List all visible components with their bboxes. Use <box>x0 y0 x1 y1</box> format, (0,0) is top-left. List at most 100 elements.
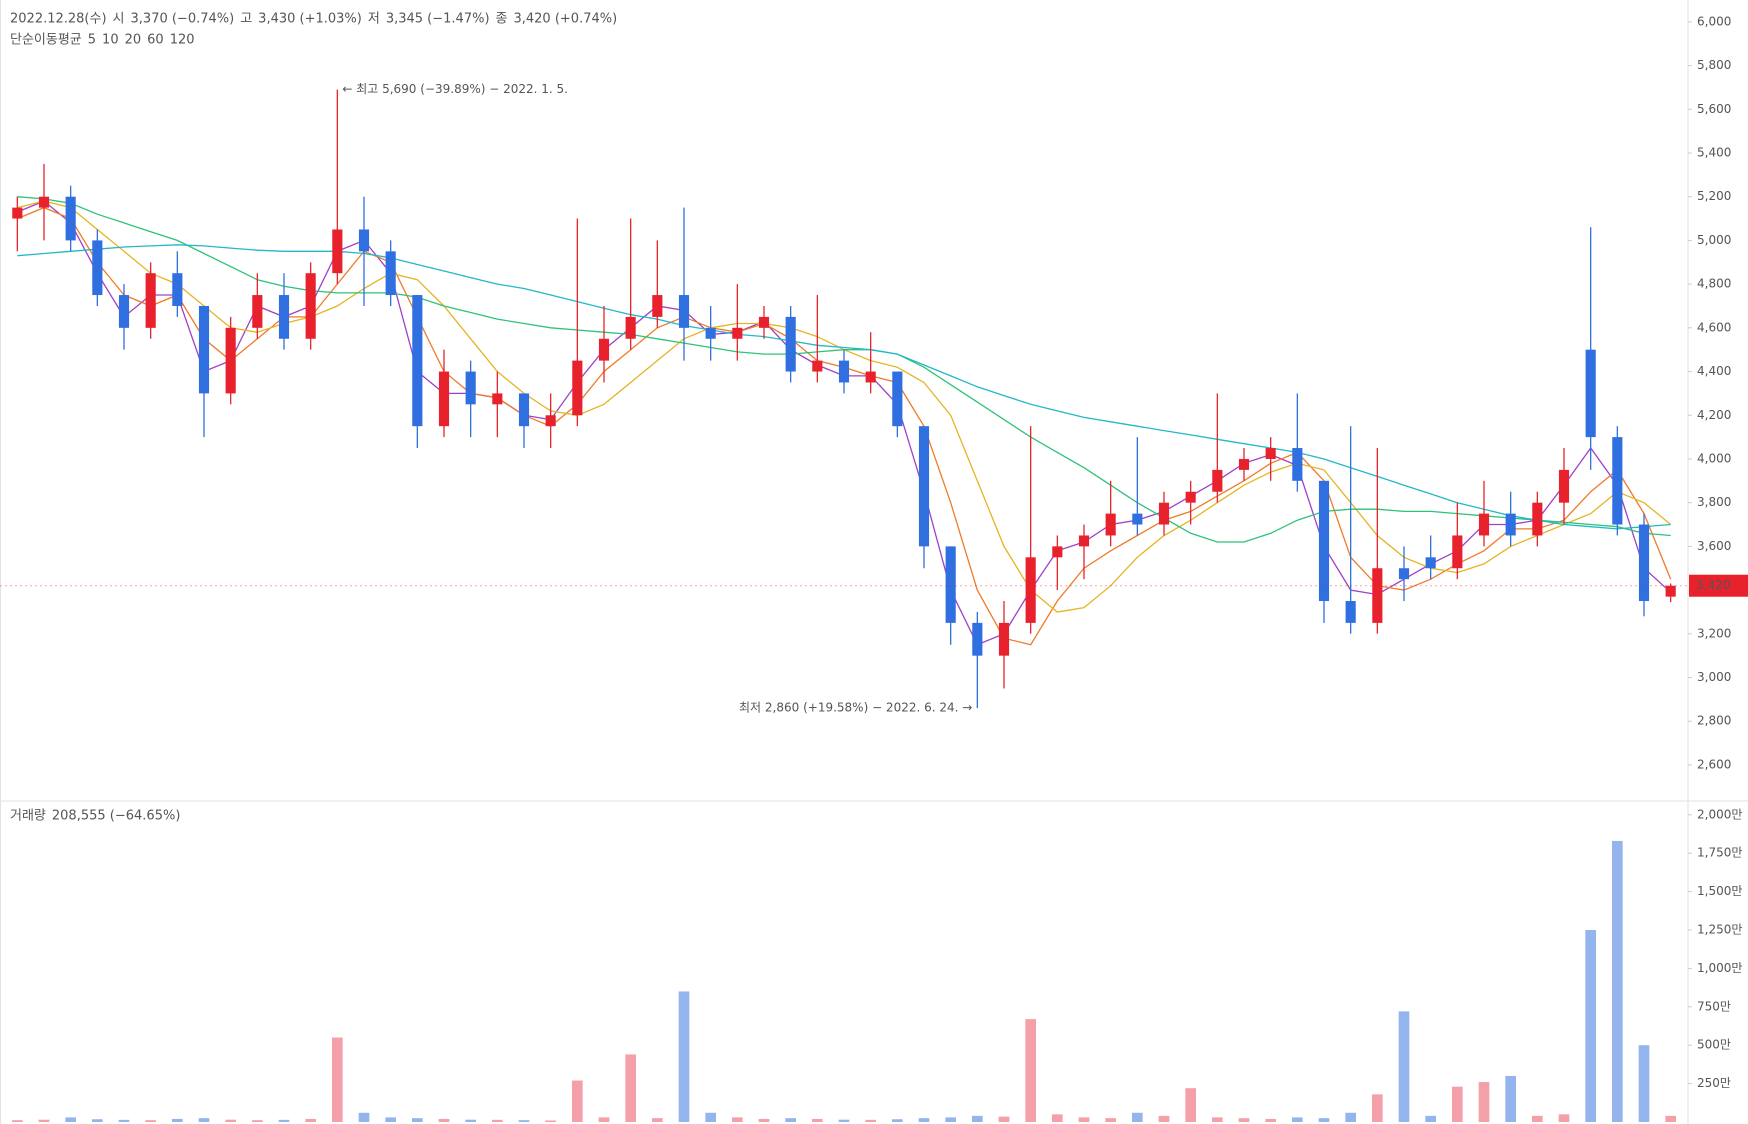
volume-tick-label: 750만 <box>1697 999 1731 1013</box>
candle-body <box>1158 502 1170 525</box>
volume-bar <box>1318 1118 1330 1122</box>
volume-tick-label: 1,500만 <box>1697 884 1742 898</box>
price-tick-label: 5,000 <box>1697 233 1731 247</box>
candle-body <box>812 360 823 372</box>
candle-body <box>118 295 130 328</box>
volume-bar <box>1238 1118 1250 1122</box>
volume-bar <box>918 1118 930 1122</box>
price-tick-label: 4,800 <box>1697 277 1731 291</box>
candle-body <box>65 196 76 241</box>
last-price-label: 3,420 <box>1696 578 1730 592</box>
candle-body <box>278 295 290 339</box>
ma-legend-entry: 5 <box>88 33 96 48</box>
volume-tick-label: 2,000만 <box>1697 807 1742 821</box>
volume-bar <box>1452 1086 1463 1122</box>
volume-bar <box>1185 1088 1196 1122</box>
candle-body <box>545 415 556 427</box>
volume-bar <box>892 1119 903 1122</box>
candle-body <box>1078 535 1090 547</box>
volume-tick-label: 500만 <box>1697 1038 1731 1052</box>
price-tick-label: 3,200 <box>1697 626 1731 640</box>
volume-bar <box>1532 1115 1543 1122</box>
volume-bar <box>1665 1115 1676 1122</box>
volume-bar <box>465 1119 476 1122</box>
volume-bar <box>38 1119 50 1122</box>
volume-tick-label: 250만 <box>1697 1076 1731 1090</box>
candle-body <box>652 295 663 317</box>
candle-body <box>518 393 530 427</box>
volume-bar <box>385 1117 396 1122</box>
candle-body <box>732 327 743 339</box>
volume-bar <box>518 1120 530 1122</box>
volume-bar <box>358 1112 370 1122</box>
volume-bar <box>998 1116 1010 1122</box>
candle-body <box>1452 535 1463 569</box>
volume-bar <box>1398 1011 1410 1122</box>
volume-bar <box>1212 1117 1223 1122</box>
volume-bar <box>598 1117 610 1122</box>
volume-bar <box>1078 1117 1090 1122</box>
volume-bar <box>12 1120 23 1122</box>
volume-bar <box>838 1119 850 1122</box>
candle-body <box>38 196 50 208</box>
volume-bar <box>172 1118 183 1122</box>
header-value: 3,420 (+0.74%) <box>513 12 617 27</box>
header-label: 시 <box>113 12 125 27</box>
volume-bar <box>1265 1118 1276 1122</box>
candle-body <box>412 295 423 427</box>
candle-body <box>1505 513 1516 536</box>
volume-bar <box>865 1119 876 1122</box>
candle-body <box>198 305 210 394</box>
candle-body <box>972 622 983 656</box>
volume-bar <box>198 1118 210 1122</box>
candle-body <box>305 273 316 339</box>
header-label: 저 <box>368 12 380 27</box>
candle-body <box>385 251 396 296</box>
candle-body <box>1398 568 1410 580</box>
volume-bar <box>572 1080 583 1122</box>
volume-bar <box>1558 1114 1570 1122</box>
volume-bar <box>118 1119 130 1122</box>
volume-bar <box>65 1117 76 1122</box>
candle-body <box>332 229 343 274</box>
candle-body <box>865 371 876 383</box>
volume-bar <box>332 1037 343 1122</box>
volume-bar <box>732 1117 743 1122</box>
price-tick-label: 3,800 <box>1697 495 1731 509</box>
volume-bar <box>812 1118 823 1122</box>
volume-bar <box>492 1119 503 1122</box>
volume-tick-label: 1,250만 <box>1697 923 1742 937</box>
candle-body <box>1558 469 1570 503</box>
volume-bar <box>305 1118 316 1122</box>
min-annotation: 최저 2,860 (+19.58%) − 2022. 6. 24. → <box>739 701 972 715</box>
candle-body <box>1052 546 1063 558</box>
candle-body <box>252 295 263 328</box>
volume-bar <box>1132 1112 1143 1122</box>
candle-body <box>758 316 770 328</box>
volume-bar <box>1345 1112 1356 1122</box>
price-tick-label: 2,800 <box>1697 714 1731 728</box>
candle-body <box>678 295 690 328</box>
header-label: 종 <box>496 12 508 27</box>
candle-body <box>1425 557 1436 569</box>
volume-bar <box>1372 1094 1383 1122</box>
ma-legend-entry: 20 <box>125 33 142 48</box>
candle-body <box>1132 513 1143 525</box>
volume-bar <box>545 1120 556 1122</box>
candle-body <box>438 371 450 427</box>
volume-bar <box>1292 1117 1303 1122</box>
moving-average-line <box>17 244 1671 530</box>
volume-bar <box>1505 1075 1516 1122</box>
candle-body <box>172 273 183 306</box>
price-tick-label: 4,600 <box>1697 320 1731 334</box>
candle-body <box>572 360 583 416</box>
volume-bar <box>972 1115 983 1122</box>
candle-body <box>1638 524 1650 602</box>
candle-body <box>945 546 956 623</box>
volume-bar <box>678 991 690 1122</box>
volume-bar <box>1105 1118 1116 1122</box>
candle-body <box>785 316 796 372</box>
volume-tick-label: 1,000만 <box>1697 961 1742 975</box>
candle-body <box>1585 349 1596 438</box>
